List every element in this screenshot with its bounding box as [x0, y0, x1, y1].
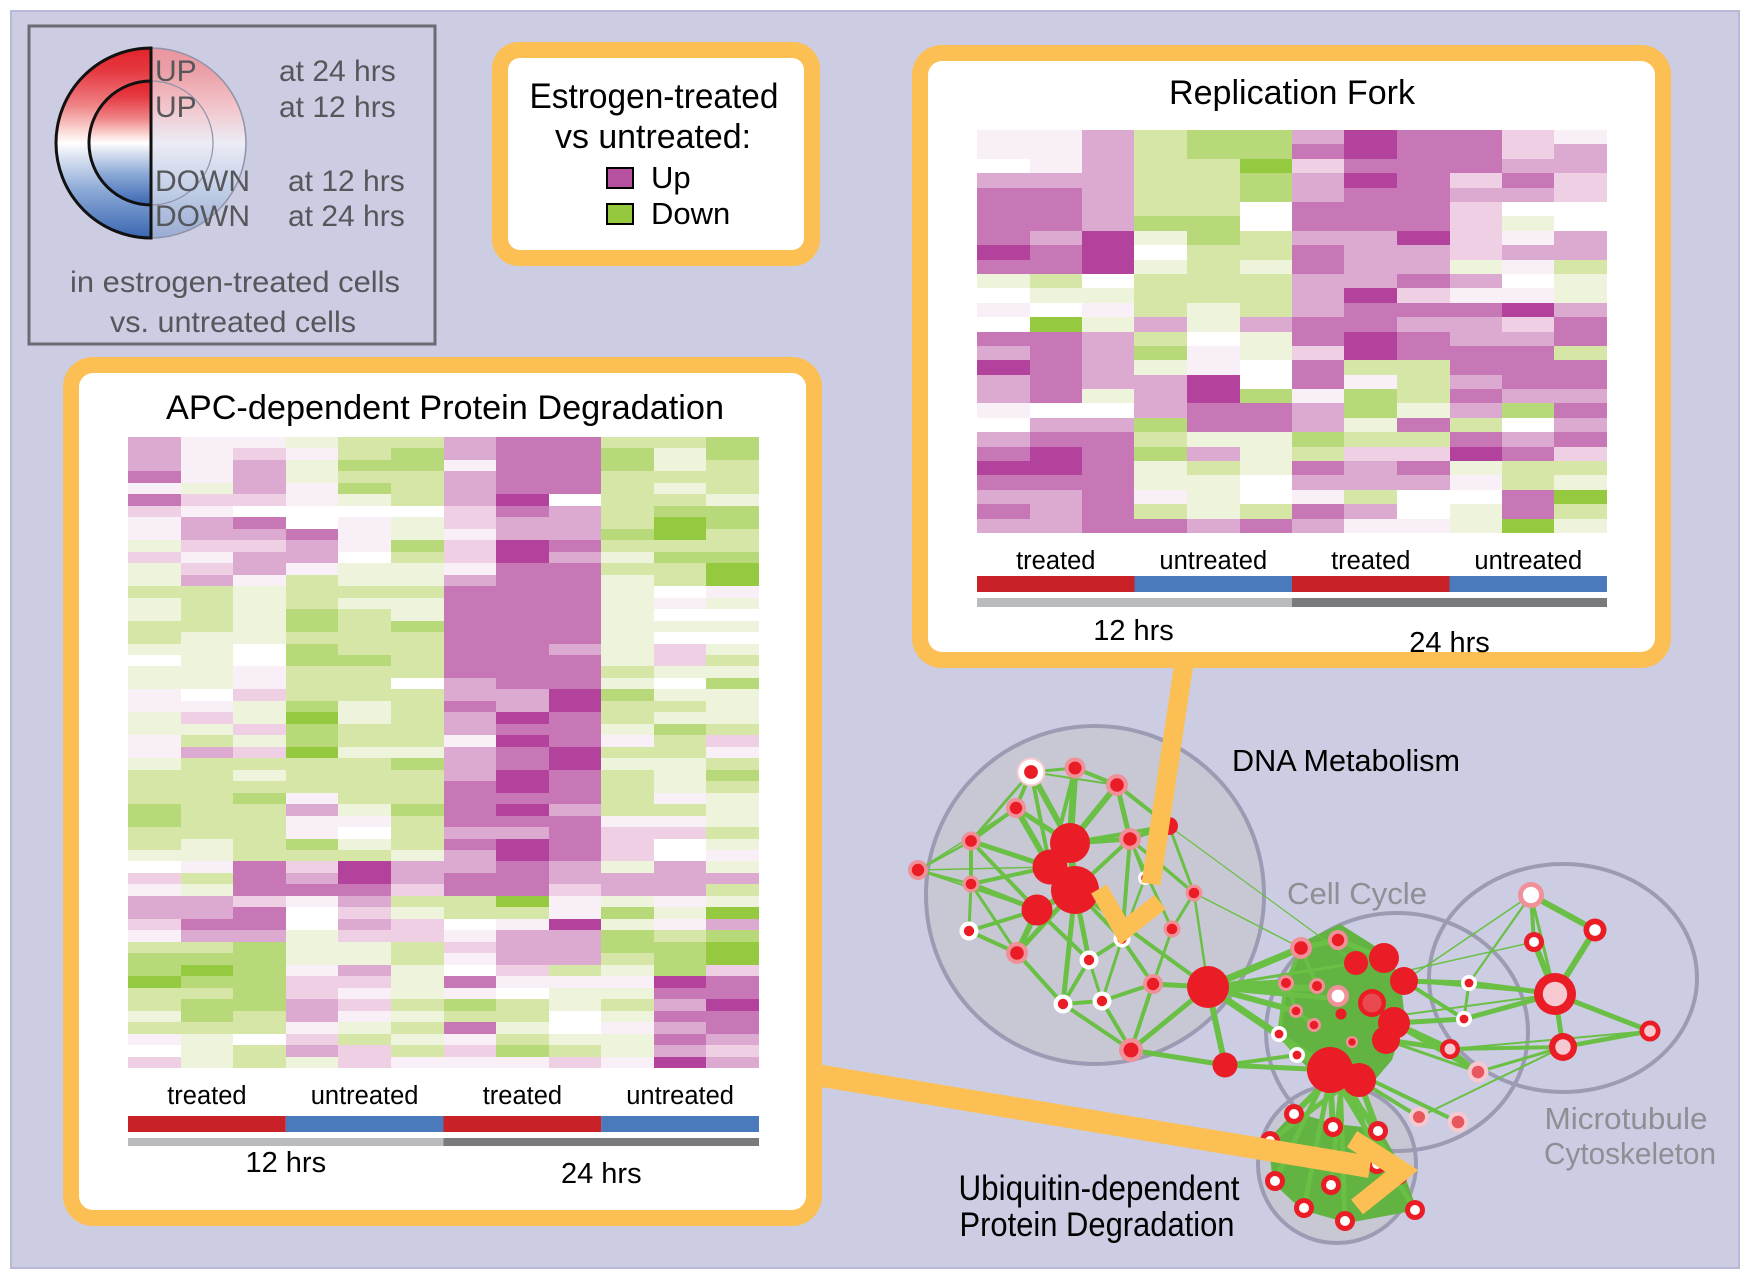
svg-text:in estrogen-treated cells: in estrogen-treated cells: [70, 266, 400, 299]
svg-text:APC-dependent Protein Degradat: APC-dependent Protein Degradation: [166, 389, 724, 427]
svg-text:at 12 hrs: at 12 hrs: [279, 91, 396, 124]
svg-text:vs. untreated cells: vs. untreated cells: [110, 306, 356, 339]
svg-text:treated: treated: [1016, 547, 1095, 575]
svg-text:Cell Cycle: Cell Cycle: [1287, 876, 1427, 911]
svg-text:treated: treated: [483, 1082, 562, 1110]
svg-text:UP: UP: [155, 91, 197, 124]
svg-text:24 hrs: 24 hrs: [1409, 627, 1490, 659]
svg-text:treated: treated: [1331, 547, 1410, 575]
svg-text:untreated: untreated: [626, 1082, 734, 1110]
svg-text:24 hrs: 24 hrs: [561, 1158, 642, 1190]
svg-text:Up: Up: [651, 160, 691, 195]
svg-text:DNA Metabolism: DNA Metabolism: [1232, 743, 1460, 778]
svg-text:Estrogen-treated: Estrogen-treated: [530, 77, 779, 116]
svg-text:untreated: untreated: [1159, 547, 1267, 575]
svg-text:12 hrs: 12 hrs: [245, 1147, 326, 1179]
svg-text:12 hrs: 12 hrs: [1093, 615, 1174, 647]
svg-text:at 24 hrs: at 24 hrs: [279, 55, 396, 88]
svg-text:Microtubule: Microtubule: [1545, 1101, 1708, 1136]
svg-text:DOWN: DOWN: [155, 200, 250, 233]
svg-text:untreated: untreated: [311, 1082, 419, 1110]
svg-text:UP: UP: [155, 55, 197, 88]
svg-text:Replication Fork: Replication Fork: [1169, 74, 1416, 112]
svg-text:DOWN: DOWN: [155, 165, 250, 198]
svg-text:vs untreated:: vs untreated:: [555, 118, 751, 156]
svg-text:treated: treated: [167, 1082, 246, 1110]
svg-text:Cytoskeleton: Cytoskeleton: [1544, 1136, 1716, 1171]
svg-text:at 24 hrs: at 24 hrs: [288, 200, 405, 233]
svg-text:at 12 hrs: at 12 hrs: [288, 165, 405, 198]
svg-text:Protein Degradation: Protein Degradation: [960, 1206, 1235, 1244]
svg-text:untreated: untreated: [1474, 547, 1582, 575]
svg-text:Down: Down: [651, 196, 730, 231]
svg-text:Ubiquitin-dependent: Ubiquitin-dependent: [959, 1169, 1240, 1208]
